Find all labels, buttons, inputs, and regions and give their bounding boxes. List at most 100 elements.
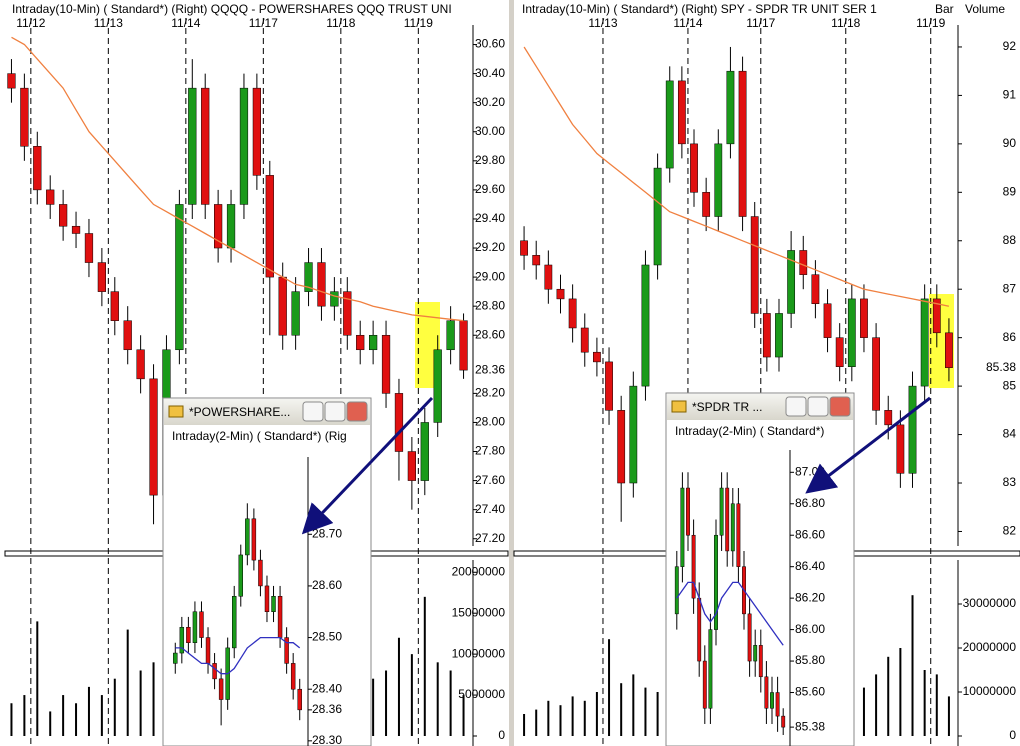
volume-bar: [935, 674, 938, 736]
y-tick-label: 85.38: [795, 719, 825, 733]
y-tick-label: 86.40: [795, 559, 825, 573]
candle-body: [641, 264, 650, 387]
y-tick-label: 92: [1003, 39, 1017, 53]
maximize-button[interactable]: [807, 396, 829, 417]
volume-bar: [113, 678, 116, 736]
candle-body: [433, 349, 442, 423]
candle-body: [20, 87, 29, 147]
candle-body: [835, 337, 844, 367]
y-tick-label: 88: [1003, 233, 1017, 247]
candle-body: [258, 559, 263, 587]
volume-bar: [571, 696, 574, 736]
y-tick-label: 27.40: [475, 502, 505, 516]
candle-body: [46, 189, 55, 205]
candle-body: [677, 80, 686, 145]
candle-body: [605, 361, 613, 411]
candle-body: [205, 637, 211, 664]
candle-body: [252, 87, 261, 176]
moving-average: [676, 581, 784, 646]
candle-body: [787, 250, 796, 314]
candle-body: [290, 663, 296, 690]
y-tick-label: 83: [1003, 475, 1017, 489]
candle-body: [532, 255, 541, 266]
close-button[interactable]: [829, 396, 851, 417]
y-tick-label: 28.30: [312, 733, 342, 746]
volume-bar: [75, 703, 78, 736]
candle-body: [847, 298, 856, 367]
chart-subtitle: Intraday(2-Min) ( Standard*): [675, 424, 824, 438]
maximize-button[interactable]: [324, 401, 346, 422]
candle-body: [381, 334, 391, 394]
candle-body: [556, 288, 565, 300]
volume-bar: [644, 687, 647, 736]
y-tick-label: 29.40: [475, 211, 505, 225]
volume-bar: [947, 696, 950, 736]
candle-body: [459, 320, 468, 371]
volume-bar: [632, 674, 635, 736]
minimize-button[interactable]: [785, 396, 807, 417]
candle-body: [719, 487, 724, 536]
candle-body: [245, 518, 250, 556]
y-tick-label: 30.20: [475, 95, 505, 109]
minimize-button[interactable]: [302, 401, 324, 422]
y-tick-label: 82: [1003, 524, 1017, 538]
volume-bar: [139, 670, 142, 736]
candle-body: [192, 611, 198, 643]
y-tick-label: 87: [1003, 281, 1017, 295]
y-tick-label: 90: [1003, 136, 1017, 150]
volume-bar: [152, 662, 155, 736]
candle-body: [297, 688, 302, 711]
y-tick-label: 27.20: [475, 531, 505, 545]
candle-body: [317, 262, 326, 307]
volume-tick-label: 10000000: [963, 684, 1017, 698]
candle-body: [730, 503, 735, 552]
y-tick-label: 89: [1003, 184, 1017, 198]
candle-body: [394, 393, 404, 452]
candle-body: [520, 240, 528, 256]
candle-body: [762, 313, 771, 358]
panel-divider: [509, 0, 514, 746]
candle-body: [665, 80, 674, 169]
candle-body: [753, 645, 758, 662]
volume-bar: [10, 703, 13, 736]
volume-bar: [887, 656, 890, 736]
candle-body: [239, 87, 249, 205]
y-tick-label: 27.60: [475, 473, 505, 487]
candle-body: [265, 175, 274, 278]
volume-bar: [923, 670, 926, 736]
close-button[interactable]: [346, 401, 368, 422]
y-tick-label: 28.70: [312, 526, 342, 540]
candle-body: [738, 70, 747, 217]
y-tick-label: 30.00: [475, 124, 505, 138]
candle-body: [680, 487, 685, 567]
candle-body: [568, 298, 577, 329]
candle-body: [860, 298, 868, 338]
y-tick-label: 91: [1003, 88, 1017, 102]
candle-body: [736, 503, 741, 567]
volume-tick-label: 0: [498, 728, 505, 742]
y-tick-label: 86: [1003, 330, 1017, 344]
volume-bar: [49, 711, 52, 736]
y-tick-label: 87.00: [795, 464, 825, 478]
volume-bar: [410, 654, 413, 736]
candle-body: [420, 422, 429, 481]
last-price-label: 85.38: [986, 360, 1016, 374]
volume-tick-label: 10000000: [452, 646, 506, 660]
chart-panel: Intraday(10-Min) ( Standard*) (Right) SP…: [513, 2, 1020, 746]
candle-body: [697, 597, 702, 662]
candle-body: [781, 715, 786, 728]
candle-body: [330, 291, 339, 307]
x-tick-label: 11/17: [249, 16, 278, 30]
chart-panel: *SPDR TR ... Intraday(2-Min) ( Standard*)…: [665, 392, 855, 746]
candle-body: [593, 351, 601, 363]
candle-body: [770, 692, 774, 709]
candle-body: [84, 233, 94, 263]
x-tick-label: 11/17: [746, 16, 775, 30]
candle-body: [264, 585, 270, 612]
x-tick-label: 11/19: [916, 16, 945, 30]
popup-window: [665, 392, 855, 746]
volume-tick-label: 5000000: [458, 687, 505, 701]
candle-body: [896, 424, 905, 474]
candle-body: [690, 143, 698, 193]
charts: Intraday(10-Min) ( Standard*) (Right) QQ…: [4, 2, 1020, 746]
